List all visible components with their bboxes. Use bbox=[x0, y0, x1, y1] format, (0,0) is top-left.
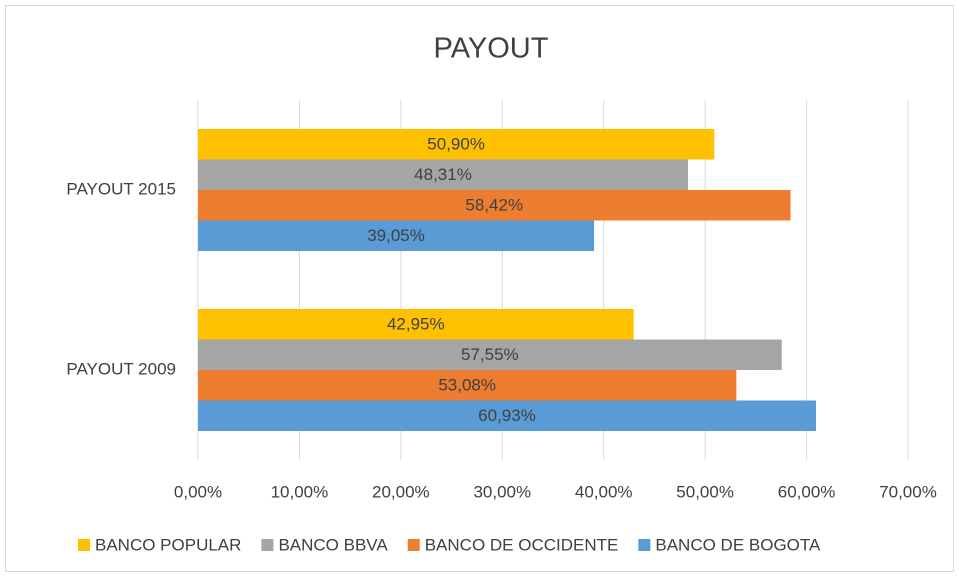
x-tick-label: 70,00% bbox=[879, 482, 937, 501]
x-tick-label: 30,00% bbox=[473, 482, 531, 501]
bar bbox=[198, 370, 737, 401]
data-label: 53,08% bbox=[438, 376, 496, 395]
x-tick-label: 60,00% bbox=[778, 482, 836, 501]
x-tick-label: 40,00% bbox=[575, 482, 633, 501]
bar bbox=[198, 400, 817, 431]
data-label: 50,90% bbox=[427, 135, 485, 154]
x-tick-label: 20,00% bbox=[372, 482, 430, 501]
legend-label: BANCO DE OCCIDENTE bbox=[425, 535, 619, 554]
bar bbox=[198, 220, 595, 251]
data-label: 58,42% bbox=[465, 196, 523, 215]
bar bbox=[198, 309, 634, 340]
x-tick-label: 10,00% bbox=[271, 482, 329, 501]
data-label: 42,95% bbox=[387, 315, 445, 334]
bar bbox=[198, 159, 689, 190]
y-tick-label: PAYOUT 2009 bbox=[66, 359, 176, 378]
legend-swatch bbox=[78, 539, 90, 551]
y-tick-label: PAYOUT 2015 bbox=[66, 179, 176, 198]
legend-swatch bbox=[261, 539, 274, 551]
legend-swatch bbox=[638, 539, 651, 551]
bar bbox=[198, 129, 715, 160]
x-tick-label: 50,00% bbox=[676, 482, 734, 501]
legend-swatch bbox=[407, 539, 420, 551]
chart-title: PAYOUT bbox=[434, 33, 549, 65]
data-label: 39,05% bbox=[367, 226, 425, 245]
data-label: 48,31% bbox=[414, 165, 472, 184]
legend-label: BANCO BBVA bbox=[278, 535, 388, 554]
legend-label: BANCO POPULAR bbox=[95, 535, 241, 554]
chart-border bbox=[5, 5, 954, 572]
bar bbox=[198, 339, 782, 370]
bar bbox=[198, 190, 791, 221]
legend-label: BANCO DE BOGOTA bbox=[655, 535, 821, 554]
data-label: 60,93% bbox=[478, 406, 536, 425]
x-tick-label: 0,00% bbox=[174, 482, 222, 501]
data-label: 57,55% bbox=[461, 345, 519, 364]
